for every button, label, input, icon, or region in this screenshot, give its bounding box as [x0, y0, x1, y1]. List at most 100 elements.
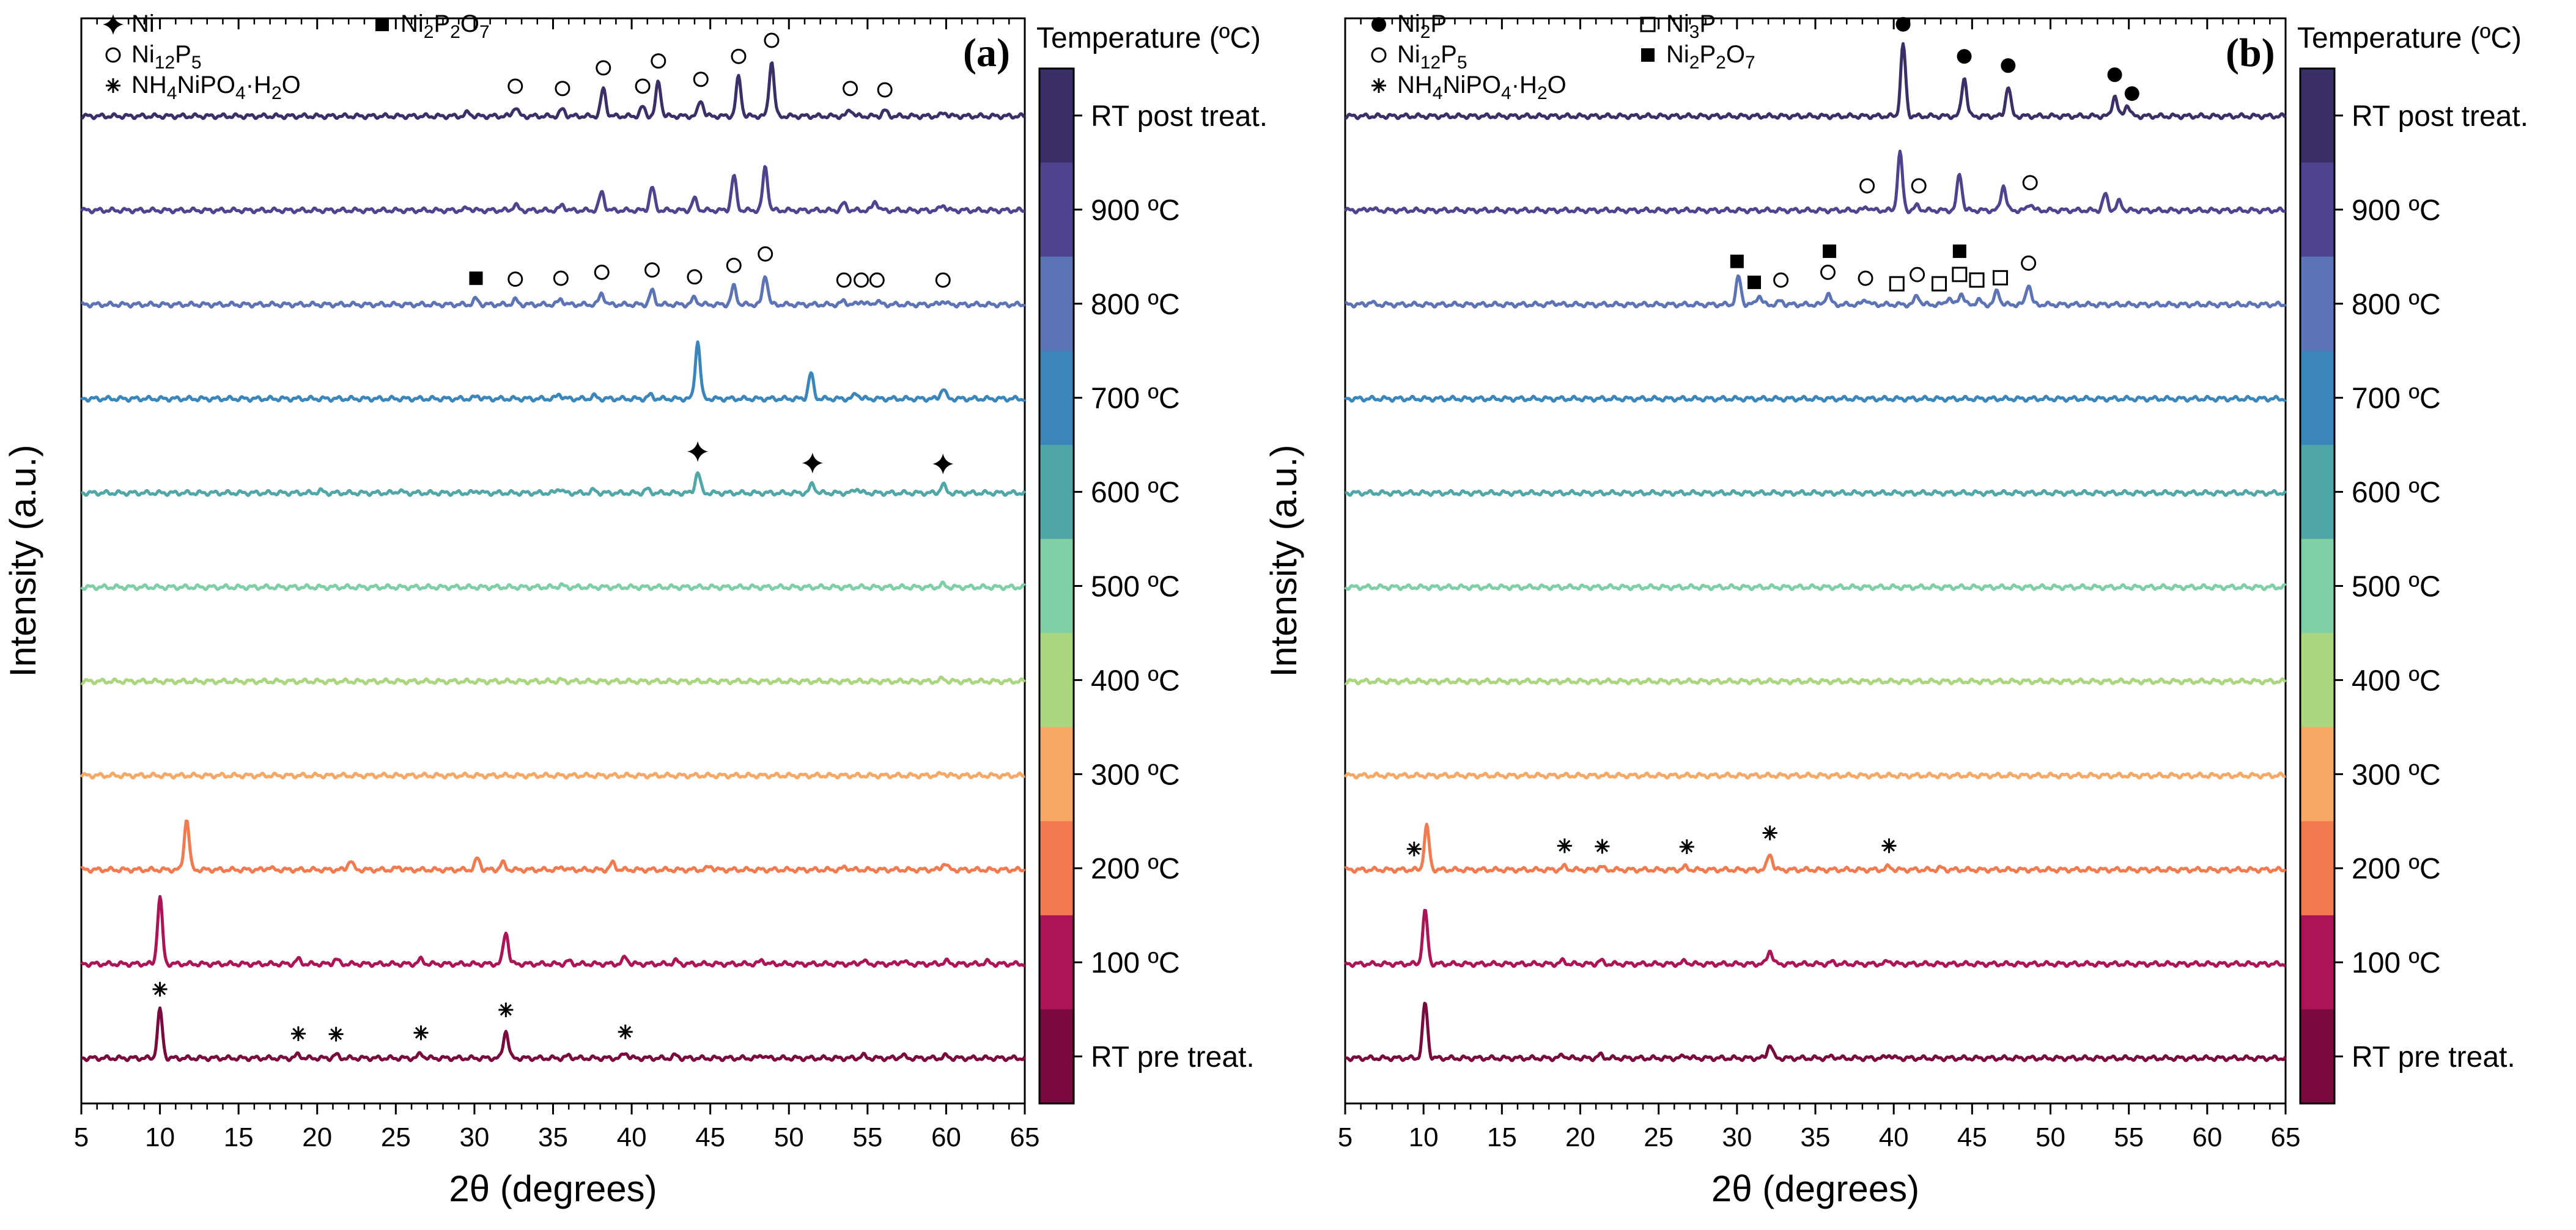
x-tick-label: 35 [538, 1122, 568, 1152]
series-line-5 [80, 580, 1026, 592]
colorbar-segment [1039, 915, 1074, 1010]
colorbar-label: 900 ºC [2352, 194, 2441, 227]
star-icon [103, 14, 124, 35]
phase-marker [836, 272, 852, 288]
phase-marker [1557, 838, 1572, 853]
phase-marker [2107, 67, 2122, 83]
series-line-2 [1345, 274, 2287, 309]
series-line-6 [1344, 677, 2287, 686]
legend-label: NH4NiPO4·H2O [1397, 72, 1567, 103]
x-tick-label: 55 [852, 1122, 882, 1152]
x-tick-label: 15 [224, 1122, 254, 1152]
phase-marker [932, 453, 954, 474]
legend-label: Ni2P2O7 [400, 10, 490, 42]
colorbar-label: 100 ºC [2352, 947, 2441, 979]
phase-marker [802, 452, 823, 474]
phase-marker [1911, 178, 1927, 194]
phase-marker [693, 72, 709, 87]
x-axis-title: 2θ (degrees) [449, 1168, 657, 1209]
x-tick-label: 50 [774, 1122, 804, 1152]
legend-label: Ni12P5 [131, 41, 202, 73]
phase-marker [1910, 267, 1925, 282]
chart-panel-b: 5 10 15 20 25 30 35 40 45 50 55 60 65 2θ (degrees) Int… [1263, 10, 2528, 1209]
colorbar-segment [1039, 68, 1074, 163]
phase-marker [152, 982, 168, 997]
phase-marker [1773, 272, 1789, 288]
phase-marker [764, 32, 780, 48]
colorbar-label: 400 ºC [1091, 665, 1180, 697]
series-line-4 [81, 471, 1027, 497]
colorbar-label: 200 ºC [1091, 853, 1180, 885]
colorbar-segment [2300, 162, 2334, 257]
colorbar-label: 700 ºC [2352, 383, 2441, 415]
series-line-0 [81, 61, 1025, 120]
legend-label: Ni [131, 10, 155, 37]
chart-panel-a: 5 10 15 20 25 30 35 40 45 50 55 60 65 2θ (degrees) Int… [2, 10, 1268, 1209]
phase-marker [1881, 838, 1897, 853]
phase-marker [1952, 267, 1968, 282]
square-open-icon [1640, 17, 1656, 32]
plot-frame [80, 17, 1026, 1105]
series-line-8 [80, 819, 1026, 874]
series-line-3 [80, 340, 1026, 403]
series-line-0 [1345, 42, 2286, 120]
phase-marker [877, 82, 893, 98]
y-axis-title: Intensity (a.u.) [1263, 444, 1304, 677]
square-filled-icon [375, 18, 389, 31]
series-line-4 [1345, 488, 2287, 497]
legend-label: Ni2P [1397, 10, 1447, 42]
phase-marker [328, 1026, 344, 1042]
x-tick-label: 45 [695, 1122, 725, 1152]
colorbar-segment [1039, 727, 1074, 822]
series-line-7 [79, 771, 1025, 780]
colorbar-segment [1039, 350, 1074, 446]
legend-label: Ni3P [1666, 10, 1716, 42]
colorbar-label: RT post treat. [2352, 100, 2528, 133]
colorbar-label: 200 ºC [2352, 853, 2441, 885]
x-tick-label: 10 [145, 1122, 175, 1152]
phase-marker [869, 272, 885, 288]
phase-marker [596, 60, 611, 76]
colorbar-label: 300 ºC [1091, 759, 1180, 791]
circle-open-icon [1371, 47, 1387, 63]
phase-marker [507, 271, 523, 287]
colorbar-segment [1039, 444, 1074, 540]
colorbar-segment [2300, 68, 2334, 163]
phase-marker [687, 441, 709, 462]
phase-marker [726, 257, 742, 273]
phase-marker [555, 81, 570, 97]
colorbar-segment [1039, 162, 1074, 257]
x-tick-label: 45 [1957, 1122, 1987, 1152]
phase-marker [1859, 178, 1875, 194]
y-axis-title: Intensity (a.u.) [2, 444, 43, 677]
colorbar-label: 800 ºC [1091, 289, 1180, 321]
series-line-6 [80, 675, 1026, 686]
colorbar-label: 700 ºC [1091, 383, 1180, 415]
x-tick-label: 60 [2192, 1122, 2222, 1152]
phase-marker [2021, 255, 2037, 271]
colorbar-segment [2300, 350, 2334, 446]
phase-marker [1406, 841, 1422, 856]
series-line-1 [1343, 149, 2286, 215]
phase-marker [2022, 175, 2038, 191]
x-tick-label: 5 [1338, 1122, 1353, 1152]
colorbar-label: 100 ºC [1091, 947, 1180, 979]
series-line-8 [1344, 822, 2287, 874]
colorbar-label: 900 ºC [1091, 194, 1180, 227]
colorbar-label: 800 ºC [2352, 289, 2441, 321]
phase-marker [731, 48, 747, 64]
phase-marker [1762, 825, 1777, 841]
colorbar-segment [2300, 821, 2334, 916]
colorbar: Temperature (ºC) RT post treat. 900 ºC 800 … [2297, 22, 2528, 1105]
x-tick-label: 20 [302, 1122, 332, 1152]
colorbar-title: Temperature (ºC) [1036, 22, 1261, 54]
colorbar-segment [2300, 727, 2334, 822]
phase-marker [687, 269, 703, 285]
circle-filled-icon [1371, 17, 1386, 32]
phase-marker [1679, 839, 1694, 855]
phase-marker [498, 1002, 514, 1017]
phase-marker [644, 262, 660, 278]
colorbar-label: 500 ºC [2352, 571, 2441, 603]
